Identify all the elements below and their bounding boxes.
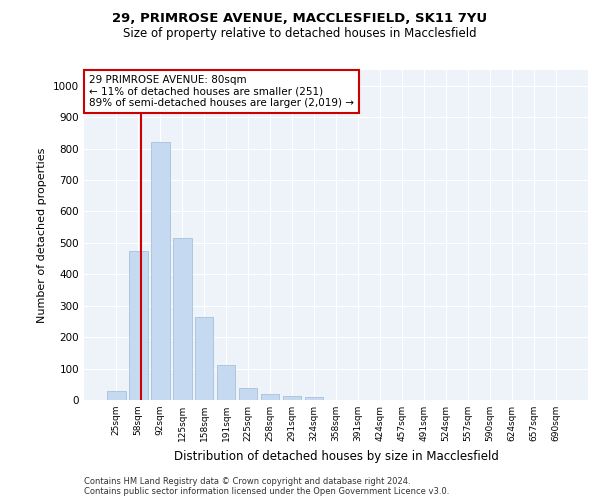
Text: 29, PRIMROSE AVENUE, MACCLESFIELD, SK11 7YU: 29, PRIMROSE AVENUE, MACCLESFIELD, SK11 … [112,12,488,26]
Bar [217,366,235,400]
Text: Contains HM Land Registry data © Crown copyright and database right 2024.: Contains HM Land Registry data © Crown c… [84,478,410,486]
Bar [305,398,323,400]
Text: Contains public sector information licensed under the Open Government Licence v3: Contains public sector information licen… [84,488,449,496]
Bar [283,396,301,400]
Bar [129,250,148,400]
Bar [195,316,214,400]
Text: 29 PRIMROSE AVENUE: 80sqm
← 11% of detached houses are smaller (251)
89% of semi: 29 PRIMROSE AVENUE: 80sqm ← 11% of detac… [89,75,354,108]
X-axis label: Distribution of detached houses by size in Macclesfield: Distribution of detached houses by size … [173,450,499,462]
Bar [151,142,170,400]
Bar [261,394,280,400]
Bar [107,391,125,400]
Bar [239,388,257,400]
Bar [173,238,191,400]
Text: Size of property relative to detached houses in Macclesfield: Size of property relative to detached ho… [123,28,477,40]
Y-axis label: Number of detached properties: Number of detached properties [37,148,47,322]
